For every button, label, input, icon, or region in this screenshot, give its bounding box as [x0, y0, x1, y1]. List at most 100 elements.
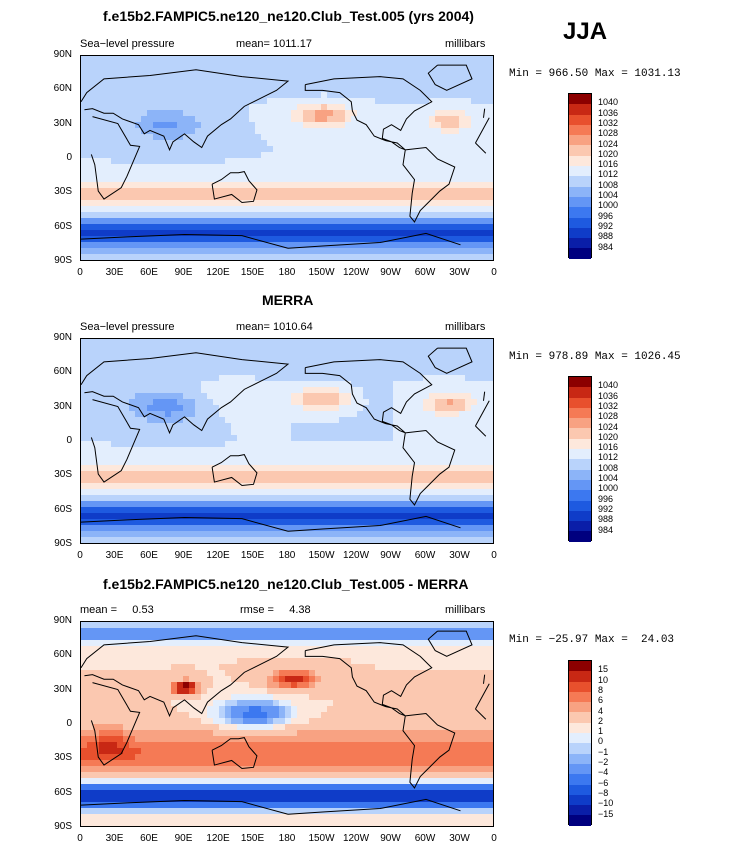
colorbar-swatch [569, 166, 591, 177]
lon-tick-label: 120W [342, 267, 370, 278]
lat-tick-label: 60N [53, 649, 72, 661]
colorbar-label: 1040 [598, 380, 619, 391]
colorbar-swatch [569, 104, 591, 115]
lon-tick-label: 60W [414, 267, 436, 278]
colorbar-label: 1016 [598, 442, 619, 453]
lon-tick-label: 0 [77, 833, 83, 844]
left-label: Sea−level pressure [80, 38, 175, 50]
colorbar-swatch [569, 449, 591, 460]
colorbar-swatch [569, 186, 591, 197]
lat-tick-label: 30S [54, 186, 72, 198]
colorbar-label: 1012 [598, 169, 619, 180]
colorbar-swatch [569, 94, 591, 105]
colorbar-label: 1020 [598, 431, 619, 442]
min-max-label: Min = 978.89 Max = 1026.45 [509, 351, 681, 363]
colorbar-swatch [569, 794, 591, 806]
lon-tick-label: 0 [77, 267, 83, 278]
colorbar [568, 660, 592, 826]
lat-tick-label: 30N [53, 117, 72, 129]
lon-tick-label: 90W [380, 550, 401, 561]
colorbar-label: 1004 [598, 190, 619, 200]
colorbar-label: 6 [598, 695, 604, 706]
units-label: millibars [445, 604, 486, 616]
lon-tick-label: 150E [240, 267, 265, 278]
colorbar-label: 984 [598, 524, 614, 535]
colorbar-swatch [569, 397, 591, 408]
lon-tick-label: 0 [491, 267, 497, 278]
colorbar-label: −4 [598, 767, 609, 778]
colorbar-swatch [569, 227, 591, 239]
lon-tick-label: 120W [342, 550, 370, 561]
center-label: mean= 1010.64 [236, 321, 313, 333]
colorbar-label: −15 [598, 808, 614, 819]
colorbar-swatch [569, 671, 591, 682]
panel-title: MERRA [262, 292, 314, 308]
colorbar-swatch [569, 469, 591, 480]
colorbar-swatch [569, 176, 591, 187]
lon-tick-label: 60E [140, 550, 158, 561]
colorbar-swatch [569, 722, 591, 734]
lat-tick-label: 60S [54, 220, 72, 232]
colorbar-label: 1004 [598, 473, 619, 483]
lon-tick-label: 0 [77, 550, 83, 561]
colorbar-swatch [569, 207, 591, 218]
colorbar-swatch [569, 753, 591, 764]
colorbar-swatch [569, 479, 591, 491]
units-label: millibars [445, 321, 486, 333]
colorbar-swatch [569, 702, 591, 713]
colorbar-swatch [569, 248, 591, 259]
colorbar-swatch [569, 217, 591, 228]
colorbar-swatch [569, 377, 591, 388]
panel-title: f.e15b2.FAMPIC5.ne120_ne120.Club_Test.00… [103, 576, 469, 592]
colorbar-swatch [569, 733, 591, 744]
lon-tick-label: 30W [449, 833, 470, 844]
lat-tick-label: 60N [53, 83, 72, 95]
lon-tick-label: 90E [174, 550, 193, 561]
season-label: JJA [563, 18, 608, 45]
colorbar-label: 1040 [598, 97, 619, 108]
colorbar-label: 1008 [598, 179, 619, 190]
lon-tick-label: 90W [380, 833, 401, 844]
colorbar-label: 0 [598, 736, 604, 747]
colorbar-swatch [569, 196, 591, 208]
lon-tick-label: 180 [278, 833, 296, 844]
colorbar-label: 1000 [598, 483, 619, 494]
colorbar-label: −1 [598, 746, 609, 757]
colorbar-label: −10 [598, 798, 614, 809]
colorbar-label: 1020 [598, 148, 619, 159]
colorbar-label: 988 [598, 514, 614, 525]
colorbar-label: 8 [598, 684, 604, 695]
lat-tick-label: 30N [53, 683, 72, 695]
units-label: millibars [445, 38, 486, 50]
colorbar-label: 1032 [598, 117, 619, 128]
lon-tick-label: 90W [380, 267, 401, 278]
lon-tick-label: 120W [342, 833, 370, 844]
lon-tick-label: 150E [240, 550, 265, 561]
colorbar-swatch [569, 815, 591, 826]
lon-tick-label: 90E [174, 267, 193, 278]
lon-tick-label: 120E [206, 833, 230, 844]
center-label: rmse = 4.38 [240, 604, 311, 616]
colorbar-swatch [569, 743, 591, 754]
lon-tick-label: 150W [308, 833, 335, 844]
lon-tick-label: 150W [308, 550, 335, 561]
colorbar-swatch [569, 418, 591, 429]
colorbar-label: 1028 [598, 128, 619, 139]
lon-tick-label: 150W [308, 267, 335, 278]
lat-tick-label: 60N [53, 366, 72, 378]
lat-tick-label: 30S [54, 469, 72, 481]
colorbar-label: −6 [598, 777, 609, 788]
colorbar-label: −2 [598, 757, 609, 767]
colorbar-label: 996 [598, 493, 614, 504]
colorbar-label: 1036 [598, 390, 619, 401]
panel-title: f.e15b2.FAMPIC5.ne120_ne120.Club_Test.00… [103, 8, 474, 24]
lat-tick-label: 30N [53, 400, 72, 412]
lon-tick-label: 180 [278, 267, 296, 278]
lon-tick-label: 150E [240, 833, 265, 844]
lon-tick-label: 30W [449, 550, 470, 561]
colorbar-label: 1028 [598, 411, 619, 422]
lat-tick-label: 90N [53, 615, 72, 626]
lat-tick-label: 0 [66, 152, 72, 163]
colorbar-label: 992 [598, 220, 614, 231]
colorbar-swatch [569, 155, 591, 167]
